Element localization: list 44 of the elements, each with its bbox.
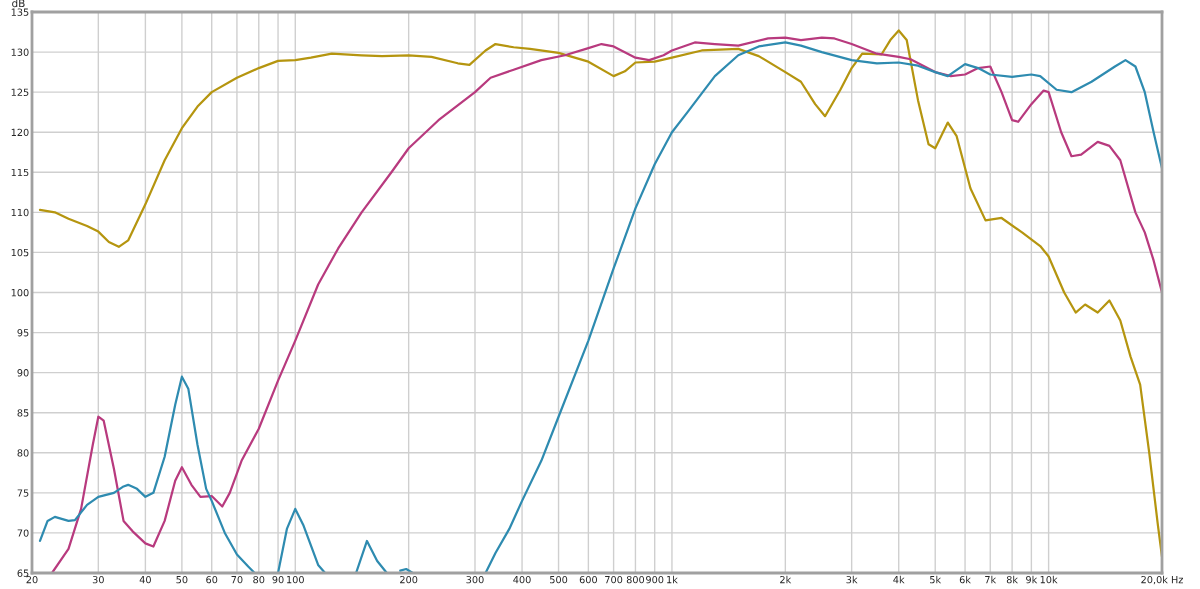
- y-tick-label: 110: [11, 208, 29, 217]
- x-tick-label: 3k: [846, 575, 858, 584]
- y-tick-label: 70: [17, 529, 29, 537]
- x-tick-label: 600: [579, 575, 598, 584]
- x-tick-label: 20,0k Hz: [1141, 575, 1183, 585]
- x-tick-label: 90: [272, 575, 284, 584]
- y-tick-label: 85: [17, 409, 29, 417]
- x-tick-label: 5k: [930, 575, 942, 584]
- x-tick-label: 500: [550, 575, 568, 584]
- x-tick-label: 50: [176, 575, 188, 584]
- x-tick-label: 30: [92, 575, 104, 584]
- y-tick-label: 65: [17, 569, 29, 577]
- x-tick-label: 40: [139, 575, 151, 584]
- y-tick-label: 115: [11, 168, 29, 177]
- x-tick-label: 700: [605, 575, 623, 584]
- x-tick-label: 9k: [1026, 575, 1038, 584]
- x-tick-label: 400: [513, 575, 531, 584]
- x-tick-label: 1k: [667, 575, 678, 584]
- y-tick-label: 100: [11, 288, 29, 297]
- y-tick-label: 95: [17, 329, 29, 337]
- x-tick-label: 2k: [780, 575, 792, 584]
- x-tick-label: 10k: [1040, 575, 1058, 584]
- x-tick-label: 4k: [893, 575, 905, 584]
- y-axis-title: dB: [12, 0, 25, 8]
- y-tick-label: 75: [17, 489, 29, 497]
- x-tick-label: 900: [646, 575, 664, 584]
- x-tick-label: 70: [231, 575, 243, 584]
- x-tick-label: 60: [206, 575, 218, 584]
- x-tick-label: 80: [253, 575, 265, 584]
- x-tick-label: 20: [26, 575, 38, 584]
- x-tick-label: 100: [287, 575, 304, 584]
- x-tick-label: 7k: [985, 575, 997, 584]
- x-tick-label: 6k: [959, 575, 971, 584]
- x-tick-label: 800: [626, 575, 645, 584]
- x-tick-label: 300: [466, 575, 484, 584]
- y-tick-label: 125: [11, 88, 29, 96]
- x-tick-label: 200: [400, 575, 418, 584]
- y-tick-label: 130: [11, 48, 29, 56]
- y-tick-label: 80: [17, 449, 29, 457]
- y-tick-label: 90: [17, 369, 29, 377]
- y-tick-label: 120: [11, 128, 29, 137]
- y-tick-label: 105: [11, 248, 29, 257]
- x-tick-label: 8k: [1006, 575, 1018, 584]
- y-tick-label: 135: [11, 8, 29, 16]
